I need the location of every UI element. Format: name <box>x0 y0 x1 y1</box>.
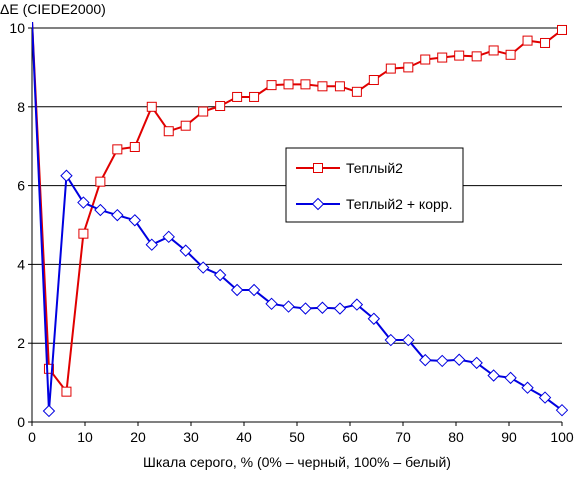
series-1-point <box>557 24 567 35</box>
series-2-point <box>162 230 175 244</box>
series-1-point <box>283 79 294 90</box>
series-2-point <box>213 268 227 282</box>
plot-layer <box>32 22 568 418</box>
series-2-point <box>299 302 312 315</box>
series-2-point <box>111 208 124 222</box>
series-2-point <box>282 300 295 313</box>
series-1-point <box>215 101 226 112</box>
y-tick-label: 4 <box>17 256 25 272</box>
series-1-point <box>300 79 311 90</box>
x-axis-label: Шкала серого, % (0% – черный, 100% – бел… <box>143 454 451 470</box>
series-1-point <box>78 228 89 239</box>
series-2-point <box>333 302 347 315</box>
series-2-point <box>316 301 329 314</box>
series-1-point <box>488 45 499 56</box>
series-2-point <box>42 404 56 418</box>
axis-layer <box>28 27 563 426</box>
series-1-point <box>437 52 448 63</box>
series-1-point <box>334 81 345 92</box>
series-1-point <box>266 80 277 91</box>
y-tick-label: 2 <box>17 335 25 351</box>
series-1-point <box>420 54 431 65</box>
series-2-point <box>265 297 278 311</box>
y-tick-label: 0 <box>17 414 25 430</box>
legend-marker-1 <box>313 163 323 173</box>
y-tick-label: 6 <box>17 178 25 194</box>
series-1-point <box>232 91 243 102</box>
series-1-point <box>249 91 260 102</box>
series-1-point <box>351 86 362 97</box>
series-1-point <box>61 386 72 397</box>
x-tick-label: 20 <box>130 429 146 445</box>
series-1-point <box>505 49 516 60</box>
series-1-point <box>198 106 209 117</box>
legend: Теплый2 Теплый2 + корр. <box>285 147 464 223</box>
series-2-point <box>384 333 398 347</box>
series-1-point <box>540 37 551 48</box>
series-2-point <box>452 353 466 366</box>
series-2-point <box>247 283 261 297</box>
series-2-point <box>521 381 534 394</box>
series-1-point <box>163 126 174 137</box>
series-2-point <box>230 283 244 297</box>
series-2-point <box>436 354 449 368</box>
x-tick-label: 10 <box>77 429 93 445</box>
x-tick-label: 90 <box>501 429 517 445</box>
x-tick-label: 30 <box>183 429 199 445</box>
series-2-point <box>179 244 192 257</box>
series-2-point <box>77 196 90 209</box>
series-1-point <box>454 50 465 61</box>
series-1-point <box>471 51 482 62</box>
series-2-point <box>538 391 552 404</box>
x-tick-label: 60 <box>342 429 358 445</box>
series-2-point <box>470 356 483 370</box>
legend-box <box>285 147 464 223</box>
series-1-point <box>522 35 533 46</box>
x-tick-label: 50 <box>289 429 305 445</box>
series-2-point <box>487 369 500 382</box>
series-2-point <box>402 333 415 347</box>
series-1-point <box>180 120 191 131</box>
x-tick-label: 70 <box>395 429 411 445</box>
series-2-point <box>128 214 142 227</box>
series-2-point <box>94 203 107 217</box>
series-2-point <box>196 261 210 274</box>
series-2-point <box>350 298 364 311</box>
series-1-point <box>368 75 379 86</box>
x-tick-label: 80 <box>448 429 464 445</box>
series-1-point <box>95 176 106 187</box>
series-2-point <box>555 403 568 417</box>
series-1-point <box>43 363 54 374</box>
legend-label-2: Теплый2 + корр. <box>346 196 452 212</box>
series-1-point <box>129 141 140 152</box>
legend-label-1: Теплый2 <box>346 160 403 176</box>
x-tick-label: 40 <box>236 429 252 445</box>
series-1-point <box>403 62 414 73</box>
series-2-point <box>367 312 381 325</box>
series-2-point <box>504 371 517 385</box>
series-1-point <box>385 63 396 74</box>
x-tick-label: 100 <box>550 429 574 445</box>
x-tick-label: 0 <box>28 429 36 445</box>
y-tick-label: 10 <box>9 20 25 36</box>
legend-marker-2 <box>311 197 325 211</box>
series-2-point <box>145 238 158 251</box>
y-tick-label: 8 <box>17 99 25 115</box>
series-1-point <box>112 144 123 155</box>
series-2-point <box>419 353 432 367</box>
series-2-point <box>60 169 73 182</box>
series-1-point <box>146 101 157 112</box>
series-1-point <box>317 81 328 92</box>
y-axis-label: ΔE (CIEDE2000) <box>0 1 106 17</box>
